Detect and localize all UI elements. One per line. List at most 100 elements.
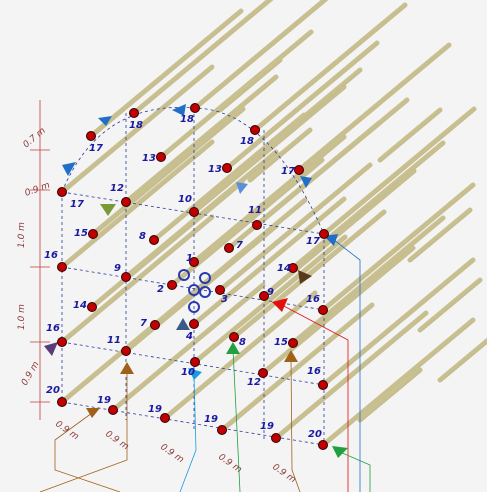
node-dot [57, 337, 67, 347]
node-dot [88, 229, 98, 239]
node-label: 19 [148, 404, 162, 415]
node-dot [190, 357, 200, 367]
rod [191, 196, 347, 327]
rods [59, 0, 487, 448]
rod [192, 0, 329, 111]
node-dot [319, 229, 329, 239]
node-label: 15 [274, 337, 288, 348]
node-dot [215, 285, 225, 295]
node-label: 19 [260, 421, 274, 432]
node-label: 7 [140, 318, 147, 329]
node-dot [121, 197, 131, 207]
node-label: 18 [240, 136, 254, 147]
node-dot [294, 165, 304, 175]
node-label: 17 [281, 166, 295, 177]
holes [178, 269, 211, 313]
node-dot [189, 207, 199, 217]
flow-arrows [44, 104, 348, 458]
node-dot [108, 405, 118, 415]
node-label: 17 [89, 143, 103, 154]
rod [191, 84, 347, 215]
node-label: 10 [178, 194, 192, 205]
node-label: 8 [139, 231, 146, 242]
node-label: 14 [277, 263, 291, 274]
node-label: 14 [73, 300, 87, 311]
node-dot [129, 108, 139, 118]
rod [217, 57, 283, 113]
node-label: 9 [114, 263, 121, 274]
rod [297, 67, 363, 123]
rod [290, 140, 446, 271]
rod [90, 106, 246, 237]
node-label: 9 [267, 287, 274, 298]
node-dot [271, 433, 281, 443]
node-dot [189, 319, 199, 329]
node-dot [288, 338, 298, 348]
node-label: 1 [186, 253, 193, 264]
node-dot [189, 257, 199, 267]
node-dot [217, 425, 227, 435]
node-dot [160, 413, 170, 423]
node-label: 11 [248, 205, 262, 216]
node-label: 12 [110, 183, 124, 194]
flow-lines [39, 239, 371, 492]
node-label: 19 [97, 395, 111, 406]
rod [437, 337, 487, 383]
node-dot [156, 152, 166, 162]
node-label: 20 [46, 385, 60, 396]
rod [162, 290, 318, 421]
rod [151, 112, 307, 243]
rod [123, 74, 279, 205]
node-label: 18 [180, 114, 194, 125]
node-dot [57, 397, 67, 407]
node-label: 4 [185, 331, 193, 342]
rod [417, 277, 483, 333]
node-dot [288, 263, 298, 273]
node-label: 13 [142, 153, 156, 164]
rod [191, 134, 347, 265]
rod [261, 168, 417, 299]
node-dot [190, 103, 200, 113]
node-label: 3 [221, 294, 228, 305]
node-dot [259, 291, 269, 301]
rod [59, 214, 215, 345]
node-dot [149, 235, 159, 245]
rod [152, 197, 308, 328]
node-dot [57, 262, 67, 272]
rod [273, 310, 429, 441]
rod [407, 207, 473, 263]
rod [89, 179, 245, 310]
node-dot [167, 280, 177, 290]
dimension-label: 1.0 m [17, 304, 27, 330]
node-label: 17 [70, 199, 84, 210]
rod [217, 162, 373, 293]
node-label: 10 [181, 367, 195, 378]
node-label: 7 [236, 240, 243, 251]
node-label: 11 [107, 335, 121, 346]
rod [88, 8, 244, 139]
rod [357, 367, 423, 423]
node-dot [121, 346, 131, 356]
node-dot [252, 220, 262, 230]
rod [296, 42, 452, 173]
rod [260, 245, 416, 376]
rod [224, 40, 380, 171]
node-label: 13 [208, 164, 222, 175]
node-dot [258, 368, 268, 378]
node-label: 16 [307, 366, 321, 377]
rod [131, 0, 274, 116]
node-dot [318, 380, 328, 390]
node-label: 2 [157, 284, 164, 295]
rod [59, 139, 215, 270]
rod [321, 106, 477, 237]
dimension-line [30, 100, 50, 420]
node-label: 8 [239, 337, 246, 348]
node-dot [86, 131, 96, 141]
rod [252, 2, 408, 133]
rod [247, 127, 313, 183]
node-label: 20 [308, 429, 322, 440]
rod [320, 182, 476, 313]
node-label: 18 [129, 120, 143, 131]
node-label: 15 [74, 228, 88, 239]
